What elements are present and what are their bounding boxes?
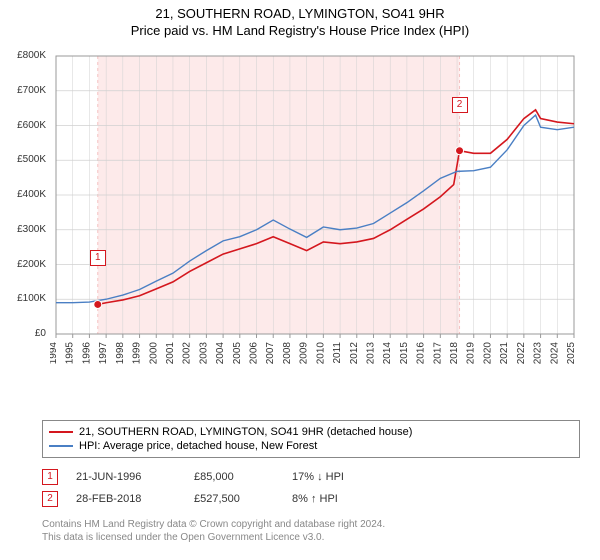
sale-point — [94, 300, 102, 308]
bottom-area: 21, SOUTHERN ROAD, LYMINGTON, SO41 9HR (… — [42, 420, 580, 544]
x-tick-label: 2007 — [265, 342, 276, 365]
x-tick-label: 2021 — [499, 342, 510, 365]
sale-marker-2: 2 — [452, 97, 468, 113]
x-tick-label: 2015 — [399, 342, 410, 365]
y-tick-label: £400K — [17, 189, 46, 200]
sale-point — [456, 147, 464, 155]
x-tick-label: 1994 — [50, 342, 59, 365]
sale-row-marker: 1 — [42, 469, 58, 485]
x-tick-label: 2011 — [332, 342, 343, 364]
legend: 21, SOUTHERN ROAD, LYMINGTON, SO41 9HR (… — [42, 420, 580, 458]
sale-diff: 8% ↑ HPI — [292, 493, 392, 505]
x-tick-label: 2002 — [182, 342, 193, 365]
sale-price: £85,000 — [194, 471, 274, 483]
x-tick-label: 1999 — [132, 342, 143, 365]
footer-line1: Contains HM Land Registry data © Crown c… — [42, 518, 580, 531]
x-tick-label: 2012 — [349, 342, 360, 365]
x-tick-label: 2010 — [315, 342, 326, 365]
line-chart: 1994 1995 1996 1997 1998 1999 2000 2001 2002 2003… — [50, 50, 580, 370]
x-tick-label: 2017 — [432, 342, 443, 365]
x-tick-label: 2003 — [198, 342, 209, 365]
footer-line2: This data is licensed under the Open Gov… — [42, 531, 580, 544]
x-tick-label: 2025 — [566, 342, 577, 365]
sale-date: 28-FEB-2018 — [76, 493, 176, 505]
x-tick-label: 2016 — [416, 342, 427, 365]
x-tick-label: 1996 — [81, 342, 92, 365]
x-tick-label: 2013 — [365, 342, 376, 365]
sale-diff: 17% ↓ HPI — [292, 471, 392, 483]
x-tick-label: 1997 — [98, 342, 109, 365]
legend-swatch — [49, 445, 73, 447]
x-tick-label: 2004 — [215, 342, 226, 365]
chart-container: 21, SOUTHERN ROAD, LYMINGTON, SO41 9HR P… — [0, 0, 600, 560]
x-tick-label: 2024 — [549, 342, 560, 365]
title-area: 21, SOUTHERN ROAD, LYMINGTON, SO41 9HR P… — [0, 0, 600, 38]
x-tick-label: 2022 — [516, 342, 527, 365]
footer-note: Contains HM Land Registry data © Crown c… — [42, 518, 580, 544]
legend-swatch — [49, 431, 73, 433]
x-tick-label: 2020 — [482, 342, 493, 365]
y-tick-label: £600K — [17, 120, 46, 131]
sale-row-marker: 2 — [42, 491, 58, 507]
x-tick-label: 2018 — [449, 342, 460, 365]
x-tick-label: 2005 — [232, 342, 243, 365]
y-tick-label: £500K — [17, 154, 46, 165]
legend-label: 21, SOUTHERN ROAD, LYMINGTON, SO41 9HR (… — [79, 426, 412, 438]
sale-row: 1 21-JUN-1996 £85,000 17% ↓ HPI — [42, 466, 580, 488]
x-tick-label: 2023 — [533, 342, 544, 365]
sale-row: 2 28-FEB-2018 £527,500 8% ↑ HPI — [42, 488, 580, 510]
sale-marker-1: 1 — [90, 250, 106, 266]
x-tick-label: 2019 — [466, 342, 477, 365]
x-tick-label: 2014 — [382, 342, 393, 365]
x-tick-label: 2006 — [249, 342, 260, 365]
y-tick-label: £0 — [35, 328, 46, 339]
legend-label: HPI: Average price, detached house, New … — [79, 440, 317, 452]
x-tick-label: 1998 — [115, 342, 126, 365]
y-tick-label: £300K — [17, 224, 46, 235]
x-tick-label: 2008 — [282, 342, 293, 365]
y-tick-label: £700K — [17, 85, 46, 96]
x-tick-label: 2009 — [299, 342, 310, 365]
legend-row-hpi: HPI: Average price, detached house, New … — [49, 439, 573, 453]
y-tick-label: £800K — [17, 50, 46, 61]
x-tick-label: 2000 — [148, 342, 159, 365]
sale-date: 21-JUN-1996 — [76, 471, 176, 483]
x-tick-label: 1995 — [65, 342, 76, 365]
legend-row-price_paid: 21, SOUTHERN ROAD, LYMINGTON, SO41 9HR (… — [49, 425, 573, 439]
sale-price: £527,500 — [194, 493, 274, 505]
sales-table: 1 21-JUN-1996 £85,000 17% ↓ HPI 2 28-FEB-2018… — [42, 466, 580, 510]
title-address: 21, SOUTHERN ROAD, LYMINGTON, SO41 9HR — [0, 6, 600, 21]
y-tick-label: £200K — [17, 259, 46, 270]
x-tick-label: 2001 — [165, 342, 176, 365]
y-tick-label: £100K — [17, 293, 46, 304]
title-subtitle: Price paid vs. HM Land Registry's House … — [0, 23, 600, 38]
